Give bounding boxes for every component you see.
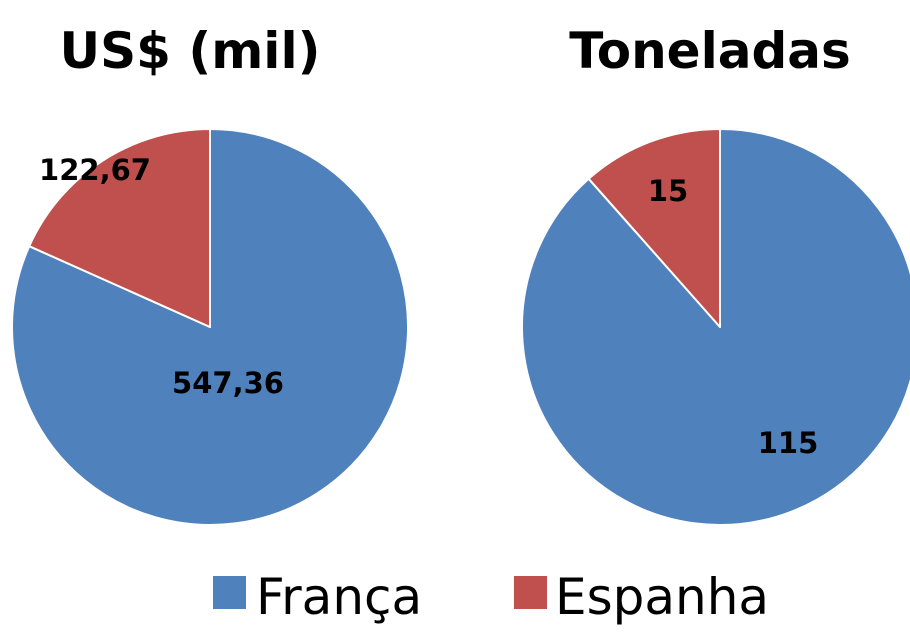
data-label-value-espanha: 122,67 bbox=[39, 153, 151, 187]
legend-label-espanha: Espanha bbox=[555, 568, 769, 626]
chart-title-value: US$ (mil) bbox=[60, 22, 321, 80]
pie-slice-tonnes-espanha bbox=[587, 128, 721, 328]
data-label-value-franca: 547,36 bbox=[172, 366, 284, 400]
pie-slices-tonnes bbox=[521, 128, 910, 526]
chart-title-tonnes: Toneladas bbox=[569, 22, 851, 80]
legend-label-franca: França bbox=[256, 568, 422, 626]
pie-slices-value bbox=[11, 128, 409, 526]
pie-slice-value-franca bbox=[11, 128, 409, 526]
pie-chart-value: US$ (mil) 547,36 122,67 bbox=[11, 22, 409, 526]
pie-labels-value: 547,36 122,67 bbox=[39, 153, 284, 400]
pie-slice-tonnes-franca bbox=[521, 128, 910, 526]
legend: França Espanha bbox=[213, 568, 769, 626]
data-label-tonnes-franca: 115 bbox=[758, 426, 819, 460]
legend-swatch-franca bbox=[213, 576, 246, 609]
pie-chart-tonnes: Toneladas 115 15 bbox=[521, 22, 910, 526]
pie-slice-value-espanha bbox=[28, 128, 211, 328]
pie-labels-tonnes: 115 15 bbox=[648, 174, 818, 460]
data-label-tonnes-espanha: 15 bbox=[648, 174, 688, 208]
legend-swatch-espanha bbox=[514, 576, 547, 609]
